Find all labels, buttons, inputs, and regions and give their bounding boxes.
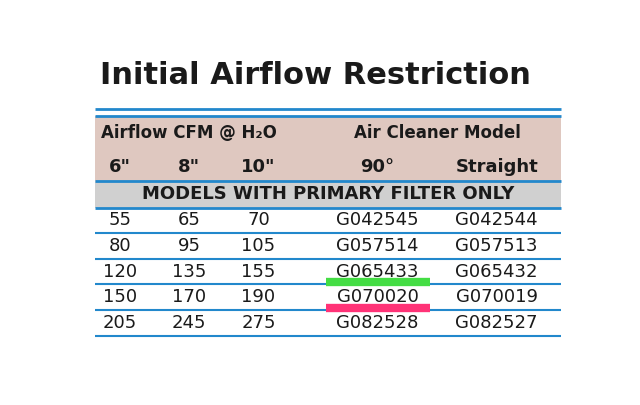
Text: G070019: G070019 [456,288,538,306]
Text: G057513: G057513 [456,237,538,255]
Text: 55: 55 [108,211,131,229]
Text: 10": 10" [241,158,276,176]
Text: G065432: G065432 [456,262,538,281]
Text: Airflow CFM @ H₂O: Airflow CFM @ H₂O [101,124,277,142]
Text: 190: 190 [241,288,276,306]
Text: G057514: G057514 [337,237,419,255]
Text: 275: 275 [241,314,276,332]
Text: G042545: G042545 [336,211,419,229]
FancyBboxPatch shape [95,116,561,181]
Text: 170: 170 [172,288,206,306]
Text: 245: 245 [172,314,206,332]
Text: G042544: G042544 [455,211,538,229]
Text: G082528: G082528 [337,314,419,332]
Text: Initial Airflow Restriction: Initial Airflow Restriction [100,61,531,90]
Text: 90°: 90° [360,158,395,176]
Text: 70: 70 [247,211,270,229]
Text: MODELS WITH PRIMARY FILTER ONLY: MODELS WITH PRIMARY FILTER ONLY [142,185,514,203]
Text: 95: 95 [178,237,200,255]
Text: G082527: G082527 [456,314,538,332]
Text: 65: 65 [178,211,200,229]
Text: 120: 120 [102,262,137,281]
Text: Air Cleaner Model: Air Cleaner Model [354,124,520,142]
Text: 135: 135 [172,262,206,281]
Text: 6": 6" [109,158,131,176]
Text: 155: 155 [241,262,276,281]
Text: 8": 8" [178,158,200,176]
Text: G065433: G065433 [337,262,419,281]
Text: 80: 80 [108,237,131,255]
Text: Straight: Straight [455,158,538,176]
Text: 205: 205 [102,314,137,332]
Text: 150: 150 [102,288,137,306]
Text: 105: 105 [241,237,276,255]
Text: G070020: G070020 [337,288,419,306]
FancyBboxPatch shape [95,181,561,208]
